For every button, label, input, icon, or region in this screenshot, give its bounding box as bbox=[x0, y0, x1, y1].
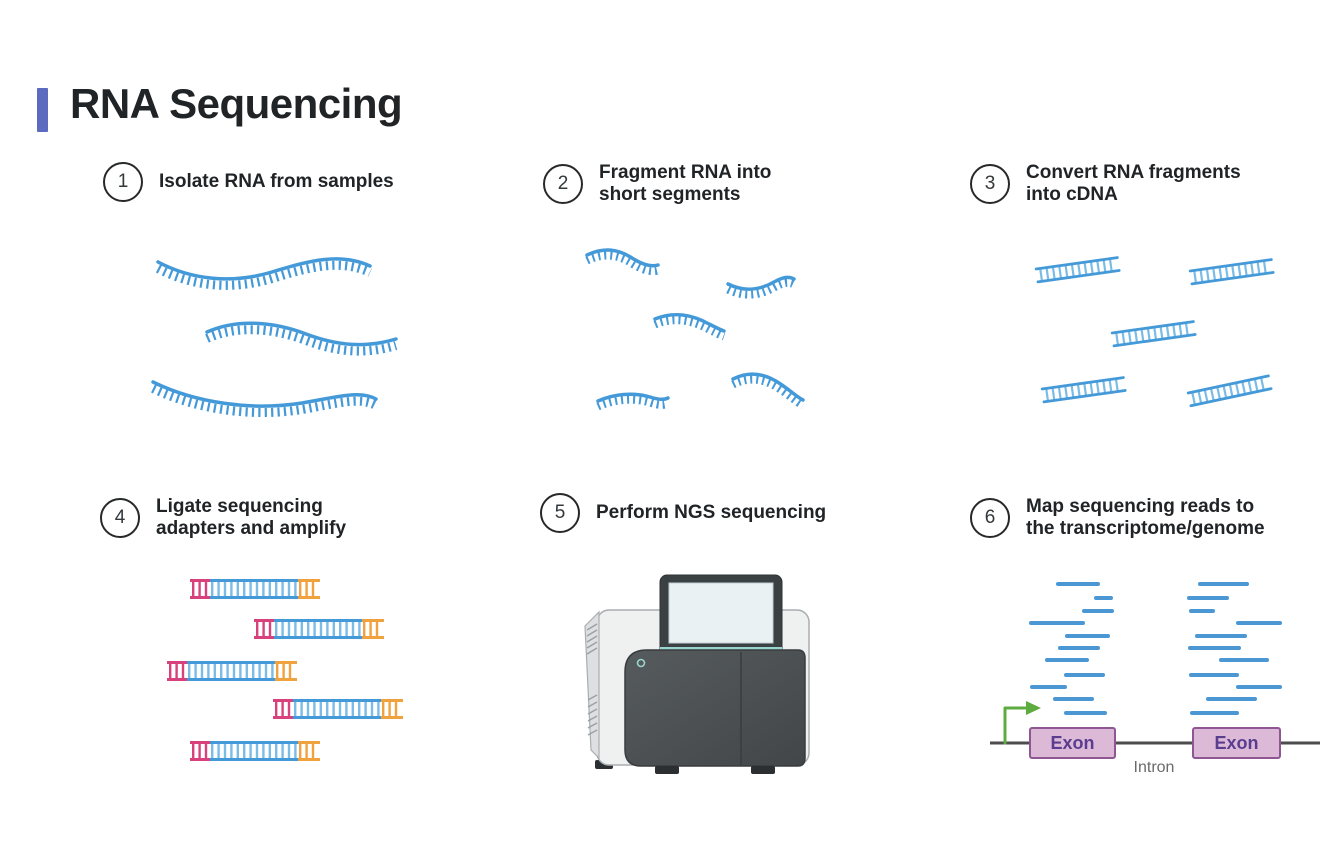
rna-strand bbox=[155, 257, 372, 290]
step-5-header: 5 Perform NGS sequencing bbox=[540, 493, 826, 533]
step-4-label: Ligate sequencing adapters and amplify bbox=[156, 496, 347, 539]
step-1-label: Isolate RNA from samples bbox=[159, 171, 394, 192]
adapter-fragment bbox=[190, 743, 320, 760]
step-6-number-badge: 6 bbox=[970, 498, 1010, 538]
cdna-fragments-illustration bbox=[1020, 240, 1330, 430]
adapter-fragment bbox=[167, 663, 297, 680]
cdna-fragment bbox=[1042, 378, 1125, 402]
rna-fragment bbox=[726, 275, 797, 299]
step-3-label: Convert RNA fragments into cDNA bbox=[1026, 162, 1241, 205]
step-5-number-badge: 5 bbox=[540, 493, 580, 533]
page-title: RNA Sequencing bbox=[70, 80, 403, 127]
rna-fragment bbox=[653, 312, 726, 341]
step-4-number-badge: 4 bbox=[100, 498, 140, 538]
step-6-label: Map sequencing reads to the transcriptom… bbox=[1026, 496, 1265, 539]
exon-label: Exon bbox=[1050, 733, 1094, 753]
sequencer-screen bbox=[668, 582, 774, 644]
exon-box bbox=[1192, 727, 1281, 759]
transcription-start-arrow-icon bbox=[1003, 701, 1041, 745]
step-6-header: 6 Map sequencing reads to the transcript… bbox=[970, 496, 1265, 540]
ngs-sequencer-illustration bbox=[584, 574, 810, 774]
step-2-label: Fragment RNA into short segments bbox=[599, 162, 772, 205]
sequencer-front-panel bbox=[624, 649, 806, 767]
sequencer-foot bbox=[655, 766, 679, 774]
sequencer-foot bbox=[751, 766, 775, 774]
adapter-ligation-illustration bbox=[150, 565, 450, 775]
step-3-header: 3 Convert RNA fragments into cDNA bbox=[970, 162, 1241, 206]
read-pile-right bbox=[1187, 582, 1282, 715]
rna-fragment bbox=[731, 372, 805, 410]
step-2-number-badge: 2 bbox=[543, 164, 583, 204]
step-1-number-badge: 1 bbox=[103, 162, 143, 202]
step-1-header: 1 Isolate RNA from samples bbox=[103, 162, 394, 202]
sequencer-side-panel bbox=[584, 610, 600, 760]
sequencer-vents bbox=[586, 623, 598, 736]
cdna-fragment bbox=[1036, 258, 1119, 282]
sequencer-power-button bbox=[636, 658, 646, 668]
read-pile-left bbox=[1029, 582, 1114, 715]
read-mapping-illustration: Exon Exon Intron bbox=[990, 582, 1320, 776]
cdna-fragment bbox=[1112, 322, 1195, 346]
title-accent-bar bbox=[37, 88, 48, 132]
rna-strand bbox=[205, 321, 398, 356]
adapter-fragment bbox=[190, 581, 320, 598]
step-5-label: Perform NGS sequencing bbox=[596, 502, 827, 523]
adapter-fragment bbox=[273, 701, 403, 718]
rna-strands-illustration bbox=[151, 257, 398, 418]
rna-fragment bbox=[585, 248, 660, 276]
step-2-header: 2 Fragment RNA into short segments bbox=[543, 162, 771, 206]
intron-label: Intron bbox=[1134, 759, 1175, 776]
exon-label: Exon bbox=[1214, 733, 1258, 753]
rna-fragment bbox=[596, 392, 670, 411]
step-4-header: 4 Ligate sequencing adapters and amplify bbox=[100, 496, 346, 540]
rna-fragments-illustration bbox=[585, 248, 805, 411]
adapter-fragment bbox=[254, 621, 384, 638]
cdna-fragment bbox=[1190, 260, 1273, 284]
cdna-fragment bbox=[1188, 376, 1271, 406]
rna-strand bbox=[151, 380, 379, 418]
exon-box bbox=[1029, 727, 1116, 759]
step-3-number-badge: 3 bbox=[970, 164, 1010, 204]
